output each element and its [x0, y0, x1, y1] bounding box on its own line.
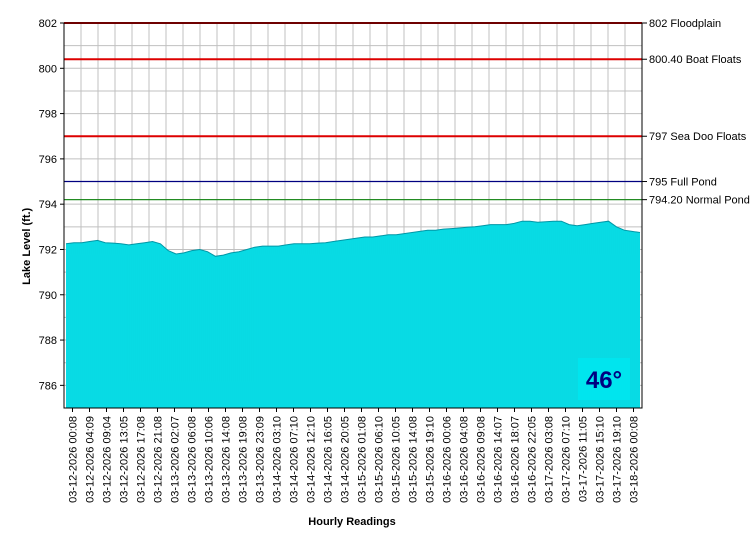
x-tick-label: 03-14-2026 03:10 — [272, 416, 284, 503]
x-tick-label: 03-13-2026 19:08 — [238, 416, 250, 503]
x-tick-label: 03-12-2026 21:08 — [153, 416, 165, 503]
y-tick-label: 798 — [39, 109, 57, 121]
y-tick-label: 788 — [39, 335, 57, 347]
x-tick-label: 03-14-2026 07:10 — [289, 416, 301, 503]
y-tick-label: 796 — [39, 154, 57, 166]
x-tick-label: 03-15-2026 01:08 — [357, 416, 369, 503]
reference-label: 797 Sea Doo Floats — [649, 131, 747, 143]
x-tick-label: 03-12-2026 17:08 — [136, 416, 148, 503]
level-area — [66, 221, 640, 408]
x-tick-label: 03-17-2026 11:05 — [578, 416, 590, 502]
x-tick-label: 03-15-2026 14:08 — [408, 416, 420, 503]
x-tick-label: 03-16-2026 22:05 — [527, 416, 539, 503]
x-tick-label: 03-17-2026 19:10 — [612, 416, 624, 503]
x-tick-label: 03-12-2026 04:09 — [85, 416, 97, 503]
x-tick-label: 03-13-2026 14:08 — [221, 416, 233, 503]
reference-label: 800.40 Boat Floats — [649, 54, 742, 66]
x-tick-label: 03-14-2026 20:05 — [340, 416, 352, 503]
temperature-badge — [578, 358, 630, 400]
temperature-readout: 46° — [586, 367, 622, 394]
x-tick-label: 03-13-2026 06:08 — [187, 416, 199, 503]
x-tick-label: 03-18-2026 00:08 — [629, 416, 641, 503]
y-tick-label: 794 — [39, 199, 57, 211]
x-tick-label: 03-16-2026 14:07 — [493, 416, 505, 503]
x-tick-label: 03-14-2026 12:10 — [306, 416, 318, 503]
area-hatching — [66, 221, 640, 408]
x-tick-label: 03-14-2026 16:05 — [323, 416, 335, 503]
reference-label: 802 Floodplain — [649, 18, 721, 30]
plot-border — [63, 22, 643, 409]
x-tick-label: 03-13-2026 02:07 — [170, 416, 182, 503]
x-tick-label: 03-17-2026 03:08 — [544, 416, 556, 503]
data-area — [65, 220, 641, 408]
x-tick-label: 03-13-2026 23:09 — [255, 416, 267, 503]
y-tick-label: 790 — [39, 290, 57, 302]
x-tick-label: 03-16-2026 00:06 — [442, 416, 454, 503]
y-axis-title: Lake Level (ft.) — [21, 207, 33, 284]
y-tick-label: 792 — [39, 244, 57, 256]
x-tick-label: 03-16-2026 18:07 — [510, 416, 522, 503]
y-tick-label: 786 — [39, 380, 57, 392]
level-line — [65, 220, 641, 257]
y-tick-label: 802 — [39, 18, 57, 30]
x-tick-label: 03-12-2026 13:05 — [119, 416, 131, 503]
x-tick-label: 03-15-2026 10:05 — [391, 416, 403, 503]
x-tick-label: 03-15-2026 06:10 — [374, 416, 386, 503]
x-tick-label: 03-17-2026 15:10 — [595, 416, 607, 503]
x-tick-label: 03-12-2026 09:04 — [102, 416, 114, 503]
y-tick-label: 800 — [39, 63, 57, 75]
x-tick-label: 03-12-2026 00:08 — [68, 416, 80, 503]
x-tick-label: 03-17-2026 07:10 — [561, 416, 573, 503]
reference-label: 795 Full Pond — [649, 177, 717, 189]
x-axis-ticks: 03-12-2026 00:08 03-12-2026 04:09 03-12-20… — [68, 408, 641, 503]
y-axis-ticks: 802 800 798 796 794 792 790 788 786 — [39, 18, 64, 392]
x-tick-label: 03-15-2026 19:10 — [425, 416, 437, 503]
x-tick-label: 03-16-2026 04:08 — [459, 416, 471, 503]
x-tick-label: 03-16-2026 09:08 — [476, 416, 488, 503]
x-axis-title: Hourly Readings — [308, 516, 395, 528]
reference-label: 794.20 Normal Pond — [649, 195, 750, 207]
x-tick-label: 03-13-2026 10:06 — [204, 416, 216, 503]
